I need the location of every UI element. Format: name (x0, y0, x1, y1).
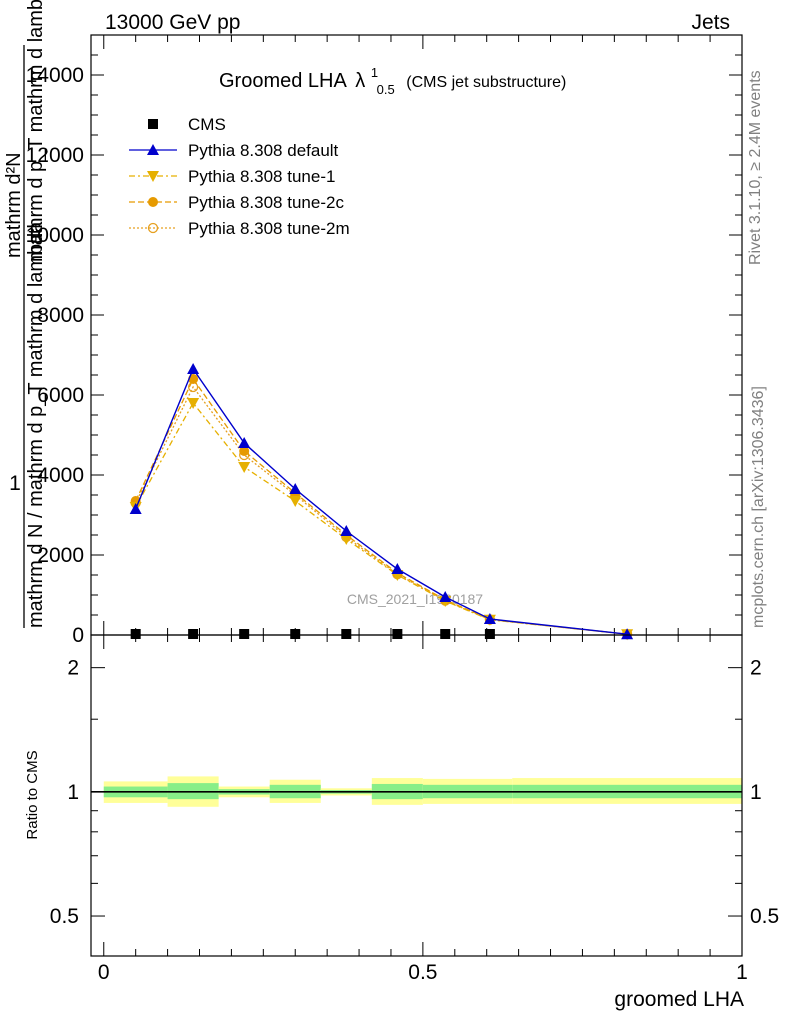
header-left: 13000 GeV pp (105, 11, 240, 34)
main-x-ticks (103, 35, 743, 635)
series-point (341, 629, 352, 639)
legend-marker (147, 222, 159, 234)
legend: CMS Pythia 8.308 default Pythia 8.308 tune… (129, 115, 350, 238)
series-point (391, 563, 404, 574)
ratio-ytick-label-right: 1 (750, 781, 762, 804)
mcplots-label: mcplots.cern.ch [arXiv:1306.3436] (750, 386, 767, 628)
ratio-plot-frame (90, 634, 743, 957)
series-point (289, 496, 302, 507)
series-point (621, 628, 634, 640)
main-y-ticks: 0 2000 4000 6000 8000 10000 12000 14000 (26, 34, 742, 647)
legend-marker (148, 119, 158, 129)
ratio-x-ticks: 0 0.5 1 (98, 635, 748, 984)
series-point (289, 483, 302, 494)
series-point (239, 629, 250, 639)
ylabel-overlay-1: mathrm d²N (3, 152, 25, 258)
series-point (187, 363, 200, 374)
main-series-group (129, 363, 634, 641)
ratio-ytick-label: 0.5 (50, 905, 79, 928)
series-point (439, 591, 452, 602)
series-point (238, 462, 251, 473)
series-point (340, 525, 353, 536)
main-ytick-label: 4000 (37, 464, 84, 487)
legend-label: Pythia 8.308 tune-2m (188, 219, 350, 238)
analysis-watermark: CMS_2021_I1920187 (347, 591, 483, 607)
legend-label: Pythia 8.308 default (188, 141, 339, 160)
main-ytick-label: 10000 (26, 224, 84, 247)
series-point (483, 613, 496, 624)
series-point (129, 503, 142, 514)
main-ytick-label: 0 (72, 624, 84, 647)
main-ytick-label: 2000 (37, 544, 84, 567)
ylabel-denominator: mathrm d N / mathrm d p_T mathrm d lambd… (25, 221, 47, 628)
ratio-ytick-label-right: 0.5 (750, 905, 779, 928)
ratio-xtick-label: 1 (736, 961, 748, 984)
main-ytick-label: 8000 (37, 304, 84, 327)
ratio-ytick-label: 1 (67, 781, 79, 804)
main-ytick-label: 14000 (26, 64, 84, 87)
ratio-y-ticks: 0.5 0.5 1 1 2 2 (50, 657, 779, 957)
series-point (238, 437, 251, 448)
series-point (187, 398, 200, 409)
ratio-ylabel: Ratio to CMS (24, 750, 41, 839)
ylabel-numerator: 1 (9, 472, 21, 495)
ratio-xtick-label: 0 (98, 961, 110, 984)
series-point (484, 629, 495, 639)
ratio-xtick-label: 0.5 (408, 961, 437, 984)
legend-marker (147, 144, 159, 155)
x-axis-label: groomed LHA (614, 988, 744, 1011)
series-point (130, 629, 141, 639)
ylabel-overlay-2: mathrm d p_T mathrm d lambda (25, 0, 47, 262)
ratio-ytick-label-right: 2 (750, 657, 762, 680)
legend-label: Pythia 8.308 tune-1 (188, 167, 335, 186)
main-ytick-label: 6000 (37, 384, 84, 407)
main-ytick-label: 12000 (26, 144, 84, 167)
legend-marker (148, 197, 158, 207)
series-point (340, 534, 353, 545)
series-point (290, 629, 301, 639)
ratio-ytick-label: 2 (67, 657, 79, 680)
series-point (392, 629, 403, 639)
legend-label: CMS (188, 115, 226, 134)
plot-title: Groomed LHA λ 1 0.5 (CMS jet substructur… (219, 60, 566, 99)
series-point (188, 629, 199, 639)
header-right: Jets (691, 11, 730, 34)
legend-label: Pythia 8.308 tune-2c (188, 193, 344, 212)
rivet-label: Rivet 3.1.10, ≥ 2.4M events (747, 70, 764, 265)
series-point (440, 629, 451, 639)
series-point (239, 446, 250, 456)
legend-marker (147, 171, 159, 182)
